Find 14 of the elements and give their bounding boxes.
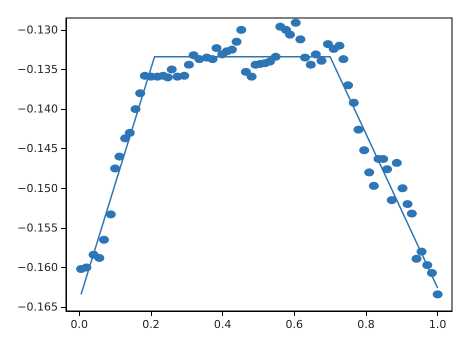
y-tick-label: −0.135 bbox=[17, 62, 58, 76]
y-tick-label: −0.150 bbox=[17, 182, 58, 195]
y-tick-label: −0.130 bbox=[17, 23, 58, 36]
x-tick-label: 0.2 bbox=[142, 318, 160, 331]
x-tick-label: 0.0 bbox=[70, 318, 88, 331]
y-tick-label: −0.155 bbox=[17, 221, 58, 234]
x-tick-label: 0.6 bbox=[286, 318, 304, 331]
y-tick-label: −0.145 bbox=[17, 142, 58, 156]
x-tick-label: 0.4 bbox=[214, 318, 232, 331]
x-tick-label: 0.8 bbox=[357, 318, 375, 331]
y-tick-label: −0.165 bbox=[17, 300, 58, 314]
x-tick-label: 1.0 bbox=[428, 318, 446, 331]
y-tick-label: −0.160 bbox=[17, 260, 58, 274]
y-tick-label: −0.140 bbox=[17, 102, 58, 116]
